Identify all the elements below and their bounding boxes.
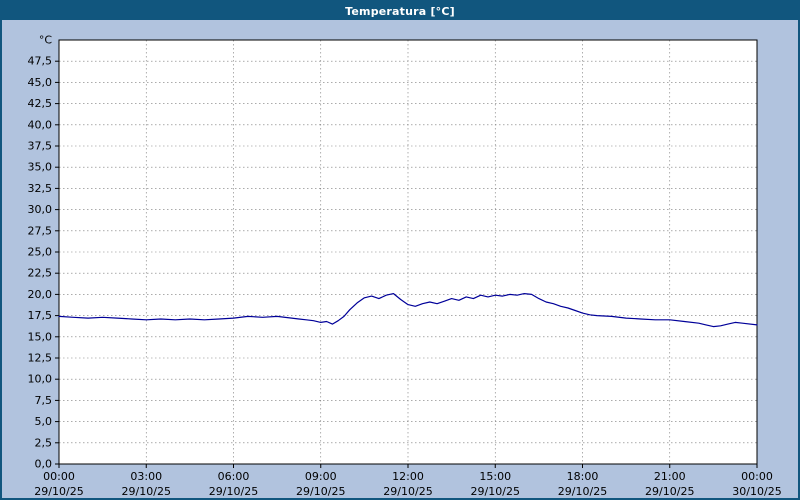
y-tick-label: 20,0	[28, 288, 53, 301]
x-tick-time-label: 15:00	[479, 470, 511, 483]
x-tick-time-label: 12:00	[392, 470, 424, 483]
temperature-line	[58, 293, 758, 328]
x-tick-time-label: 03:00	[130, 470, 162, 483]
y-tick-label: 15,0	[28, 330, 53, 343]
x-tick-date-label: 29/10/25	[645, 485, 694, 498]
x-tick-time-label: 09:00	[305, 470, 337, 483]
y-axis-unit-label: °C	[39, 34, 53, 47]
title-bar: Temperatura [°C]	[2, 2, 798, 20]
y-tick-label: 37,5	[28, 140, 53, 153]
y-tick-label: 5,0	[35, 415, 53, 428]
y-tick-label: 17,5	[28, 309, 53, 322]
window-title: Temperatura [°C]	[345, 4, 455, 18]
x-tick-date-label: 29/10/25	[471, 485, 520, 498]
y-tick-label: 10,0	[28, 373, 53, 386]
y-tick-label: 27,5	[28, 224, 53, 237]
x-tick-time-label: 00:00	[43, 470, 75, 483]
y-tick-label: 12,5	[28, 352, 53, 365]
y-tick-label: 40,0	[28, 118, 53, 131]
y-tick-label: 35,0	[28, 161, 53, 174]
x-tick-time-label: 21:00	[654, 470, 686, 483]
y-tick-label: 32,5	[28, 182, 53, 195]
x-tick-date-label: 29/10/25	[383, 485, 432, 498]
x-tick-time-label: 06:00	[218, 470, 250, 483]
y-tick-label: 0,0	[35, 458, 53, 471]
x-tick-time-label: 18:00	[567, 470, 599, 483]
x-tick-date-label: 29/10/25	[296, 485, 345, 498]
chart-area: 0,0 2,5 5,0 7,5 10,0 12,5 15,0 17,5 20,0 22,5 25,0…	[2, 20, 798, 499]
x-tick-date-label: 29/10/25	[34, 485, 83, 498]
y-tick-label: 42,5	[28, 97, 53, 110]
temperature-chart: 0,0 2,5 5,0 7,5 10,0 12,5 15,0 17,5 20,0 22,5 25,0…	[28, 34, 782, 499]
y-tick-label: 2,5	[35, 436, 53, 449]
x-tick-time-label: 00:00	[741, 470, 773, 483]
x-tick-date-label: 29/10/25	[558, 485, 607, 498]
plot-frame	[58, 39, 758, 465]
x-tick-date-label: 29/10/25	[209, 485, 258, 498]
y-tick-label: 45,0	[28, 76, 53, 89]
y-tick-label: 30,0	[28, 203, 53, 216]
y-tick-label: 22,5	[28, 267, 53, 280]
y-tick-label: 25,0	[28, 246, 53, 259]
x-tick-date-label: 29/10/25	[122, 485, 171, 498]
x-tick-date-label: 30/10/25	[732, 485, 781, 498]
y-tick-label: 7,5	[35, 394, 53, 407]
y-tick-label: 47,5	[28, 55, 53, 68]
